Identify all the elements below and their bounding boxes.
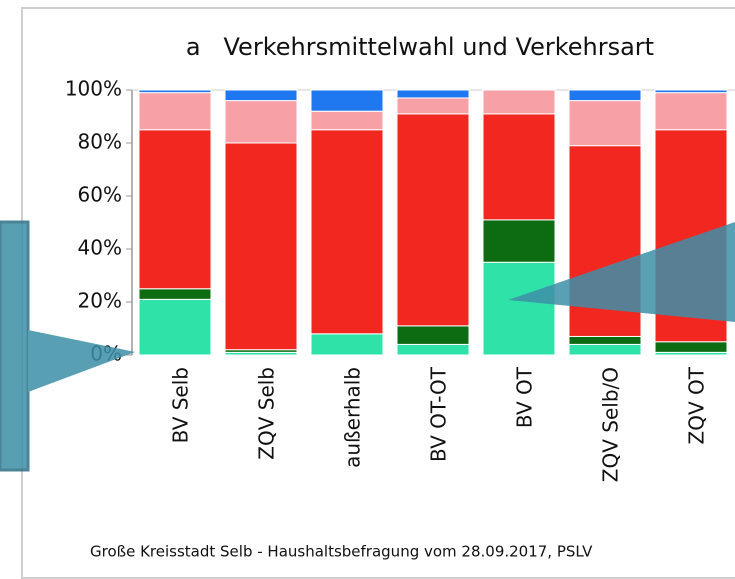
bar-segment: [482, 219, 556, 263]
callout-pointer: [508, 222, 735, 322]
bar-segment: [654, 89, 728, 94]
y-tick-label: 80%: [78, 130, 122, 154]
x-tick-label: außerhalb: [341, 367, 365, 468]
bar-segment: [138, 288, 212, 300]
chart-title: a Verkehrsmittelwahl und Verkehrsart: [186, 33, 654, 61]
callouts: [0, 220, 735, 472]
bar-segment: [138, 298, 212, 356]
bar-segment: [396, 343, 470, 356]
callout-box: [0, 220, 30, 472]
x-tick-label: ZQV OT: [685, 366, 709, 444]
bar-segment: [396, 89, 470, 99]
x-tick-label: BV OT: [513, 366, 537, 428]
bar-segment: [482, 113, 556, 221]
bar-segment: [482, 261, 556, 356]
bar-segment: [224, 100, 298, 144]
bar-segment: [310, 110, 384, 131]
bar-segment: [568, 100, 642, 147]
bar-segment: [568, 343, 642, 356]
bar-segment: [224, 89, 298, 102]
bar-segment: [654, 92, 728, 131]
y-tick-label: 20%: [78, 289, 122, 313]
bar-segment: [310, 89, 384, 112]
y-tick-label: 60%: [78, 183, 122, 207]
bar-segment: [568, 335, 642, 345]
bar-segment: [568, 89, 642, 102]
x-tick-label: BV Selb: [169, 367, 193, 443]
y-tick-label: 40%: [78, 236, 122, 260]
x-tick-label: BV OT-OT: [427, 366, 451, 462]
bar-segment: [482, 89, 556, 115]
x-tick-label: ZQV Selb/O: [599, 367, 623, 482]
bar-segment: [396, 97, 470, 115]
bar-segment: [654, 341, 728, 353]
bar-segment: [138, 92, 212, 131]
bar-segment: [310, 333, 384, 356]
bar-segment: [138, 89, 212, 94]
bar-segment: [138, 129, 212, 290]
y-tick-label: 100%: [65, 77, 122, 101]
bar-segment: [224, 142, 298, 351]
bar-segment: [396, 325, 470, 345]
footer: Große Kreisstadt Selb - Haushaltsbefragu…: [90, 543, 593, 561]
bar-segment: [396, 113, 470, 327]
callout-pointer: [28, 330, 135, 392]
x-tick-label: ZQV Selb: [255, 367, 279, 460]
bar-segment: [310, 129, 384, 335]
